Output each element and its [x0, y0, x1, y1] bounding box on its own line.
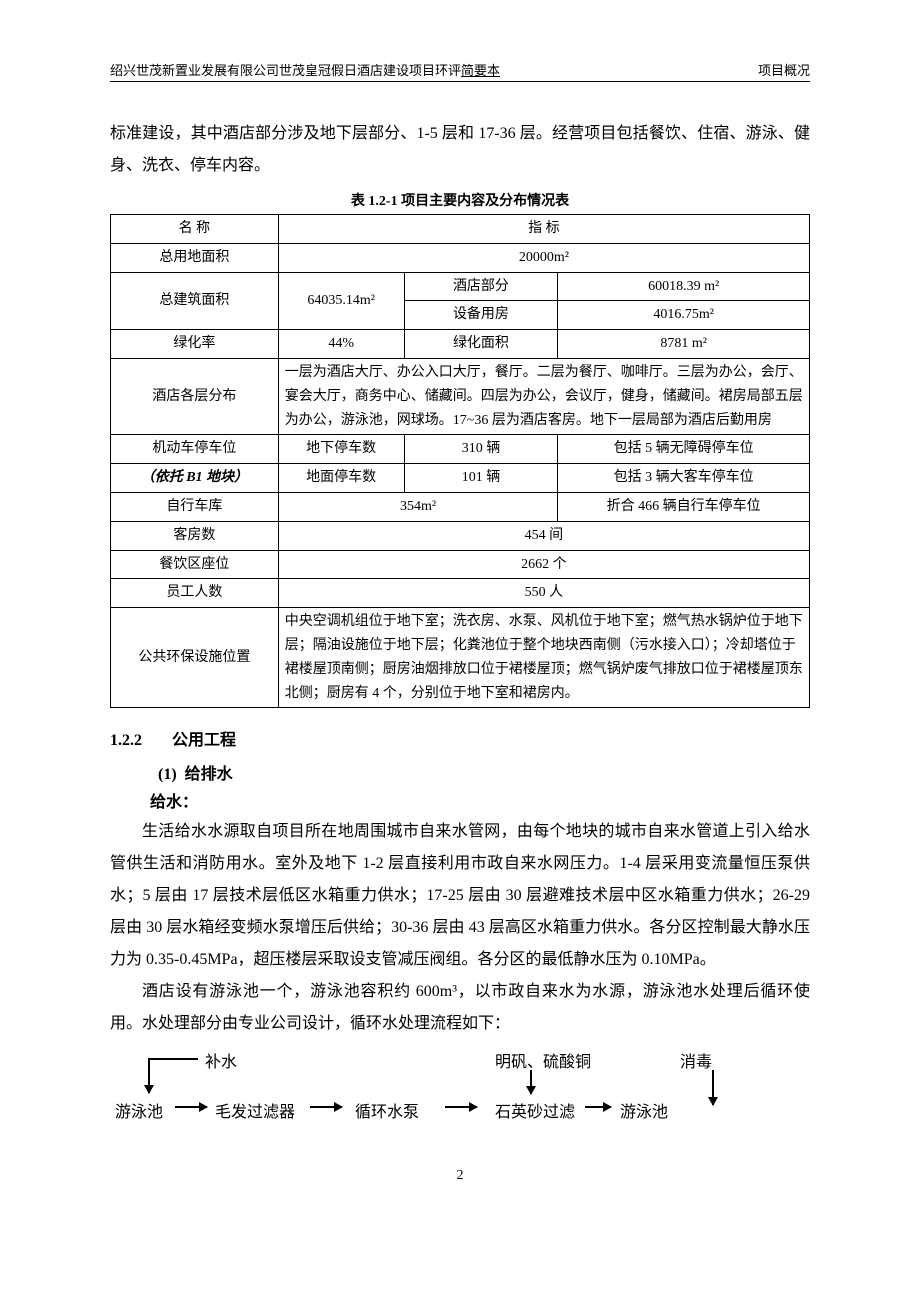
- table-row: （依托 B1 地块） 地面停车数 101 辆 包括 3 辆大客车停车位: [111, 464, 810, 493]
- flow-arrow-right: [585, 1106, 611, 1108]
- page-number: 2: [110, 1168, 810, 1184]
- flow-sand-filter: 石英砂过滤: [495, 1098, 575, 1122]
- table-row: 机动车停车位 地下停车数 310 辆 包括 5 辆无障碍停车位: [111, 435, 810, 464]
- cell-indicator-header: 指 标: [278, 215, 809, 244]
- cell: 机动车停车位: [111, 435, 279, 464]
- flow-arrow-down: [712, 1070, 714, 1105]
- header-left-underline: 简要本: [461, 63, 500, 78]
- header-left: 绍兴世茂新置业发展有限公司世茂皇冠假日酒店建设项目环评简要本: [110, 60, 500, 79]
- cell: 地面停车数: [278, 464, 404, 493]
- main-table: 名 称 指 标 总用地面积 20000m² 总建筑面积 64035.14m² 酒…: [110, 214, 810, 708]
- flow-hair-filter: 毛发过滤器: [215, 1098, 295, 1122]
- water-supply-head: 给水：: [110, 788, 810, 812]
- table-row: 名 称 指 标: [111, 215, 810, 244]
- cell: 绿化率: [111, 330, 279, 359]
- flow-arrow-right: [175, 1106, 207, 1108]
- cell: （依托 B1 地块）: [111, 464, 279, 493]
- paragraph-1: 生活给水水源取自项目所在地周围城市自来水管网，由每个地块的城市自来水管道上引入给…: [110, 816, 810, 976]
- cell: 中央空调机组位于地下室；洗衣房、水泵、风机位于地下室；燃气热水锅炉位于地下层；隔…: [278, 608, 809, 708]
- cell: 自行车库: [111, 492, 279, 521]
- flow-arrow-right: [445, 1106, 477, 1108]
- intro-paragraph: 标准建设，其中酒店部分涉及地下层部分、1-5 层和 17-36 层。经营项目包括…: [110, 118, 810, 182]
- table-caption: 表 1.2-1 项目主要内容及分布情况表: [110, 190, 810, 210]
- flow-arrow-down: [530, 1070, 532, 1094]
- cell: 310 辆: [404, 435, 558, 464]
- flow-diagram: 补水 明矾、硫酸铜 消毒 游泳池 毛发过滤器 循环水泵 石英砂过滤 游泳池: [110, 1048, 810, 1128]
- table-row: 总建筑面积 64035.14m² 酒店部分 60018.39 m²: [111, 272, 810, 301]
- flow-arrow-down: [148, 1058, 150, 1093]
- cell: 354m²: [278, 492, 558, 521]
- subsection-1: (1) 给排水: [110, 760, 810, 784]
- section-title: 公用工程: [172, 732, 236, 749]
- cell: 设备用房: [404, 301, 558, 330]
- cell: 包括 5 辆无障碍停车位: [558, 435, 810, 464]
- cell: 4016.75m²: [558, 301, 810, 330]
- section-number: 1.2.2: [110, 732, 142, 749]
- flow-arrow-right: [310, 1106, 342, 1108]
- cell: 绿化面积: [404, 330, 558, 359]
- header-left-plain: 绍兴世茂新置业发展有限公司世茂皇冠假日酒店建设项目环评: [110, 63, 461, 78]
- section-122: 1.2.2 公用工程: [110, 726, 810, 750]
- flow-pool-start: 游泳池: [115, 1098, 163, 1122]
- page-header: 绍兴世茂新置业发展有限公司世茂皇冠假日酒店建设项目环评简要本 项目概况: [110, 60, 810, 82]
- cell: 折合 466 辆自行车停车位: [558, 492, 810, 521]
- table-row: 客房数 454 间: [111, 521, 810, 550]
- cell: 2662 个: [278, 550, 809, 579]
- flow-pump: 循环水泵: [355, 1098, 419, 1122]
- flow-disinfect: 消毒: [680, 1048, 712, 1072]
- cell: 550 人: [278, 579, 809, 608]
- cell: 总建筑面积: [111, 272, 279, 330]
- flow-makeup: 补水: [205, 1048, 237, 1072]
- cell: 60018.39 m²: [558, 272, 810, 301]
- header-right: 项目概况: [758, 60, 810, 79]
- table-row: 自行车库 354m² 折合 466 辆自行车停车位: [111, 492, 810, 521]
- table-row: 员工人数 550 人: [111, 579, 810, 608]
- flow-connector: [148, 1058, 198, 1060]
- flow-pool-end: 游泳池: [620, 1098, 668, 1122]
- sub-title: 给排水: [185, 766, 233, 783]
- flow-alum: 明矾、硫酸铜: [495, 1048, 591, 1072]
- paragraph-2: 酒店设有游泳池一个，游泳池容积约 600m³，以市政自来水为水源，游泳池水处理后…: [110, 976, 810, 1040]
- cell: 餐饮区座位: [111, 550, 279, 579]
- cell: 8781 m²: [558, 330, 810, 359]
- table-row: 餐饮区座位 2662 个: [111, 550, 810, 579]
- cell: 总用地面积: [111, 243, 279, 272]
- cell: 101 辆: [404, 464, 558, 493]
- table-row: 总用地面积 20000m²: [111, 243, 810, 272]
- cell: 一层为酒店大厅、办公入口大厅，餐厅。二层为餐厅、咖啡厅。三层为办公，会厅、宴会大…: [278, 358, 809, 434]
- cell: 包括 3 辆大客车停车位: [558, 464, 810, 493]
- cell: 454 间: [278, 521, 809, 550]
- table-row: 绿化率 44% 绿化面积 8781 m²: [111, 330, 810, 359]
- cell: 酒店部分: [404, 272, 558, 301]
- cell: 酒店各层分布: [111, 358, 279, 434]
- cell: 64035.14m²: [278, 272, 404, 330]
- cell-name-header: 名 称: [111, 215, 279, 244]
- cell: 44%: [278, 330, 404, 359]
- cell: 员工人数: [111, 579, 279, 608]
- cell: 客房数: [111, 521, 279, 550]
- table-row: 公共环保设施位置 中央空调机组位于地下室；洗衣房、水泵、风机位于地下室；燃气热水…: [111, 608, 810, 708]
- sub-number: (1): [158, 766, 177, 783]
- cell: 20000m²: [278, 243, 809, 272]
- table-row: 酒店各层分布 一层为酒店大厅、办公入口大厅，餐厅。二层为餐厅、咖啡厅。三层为办公…: [111, 358, 810, 434]
- cell: 公共环保设施位置: [111, 608, 279, 708]
- cell: 地下停车数: [278, 435, 404, 464]
